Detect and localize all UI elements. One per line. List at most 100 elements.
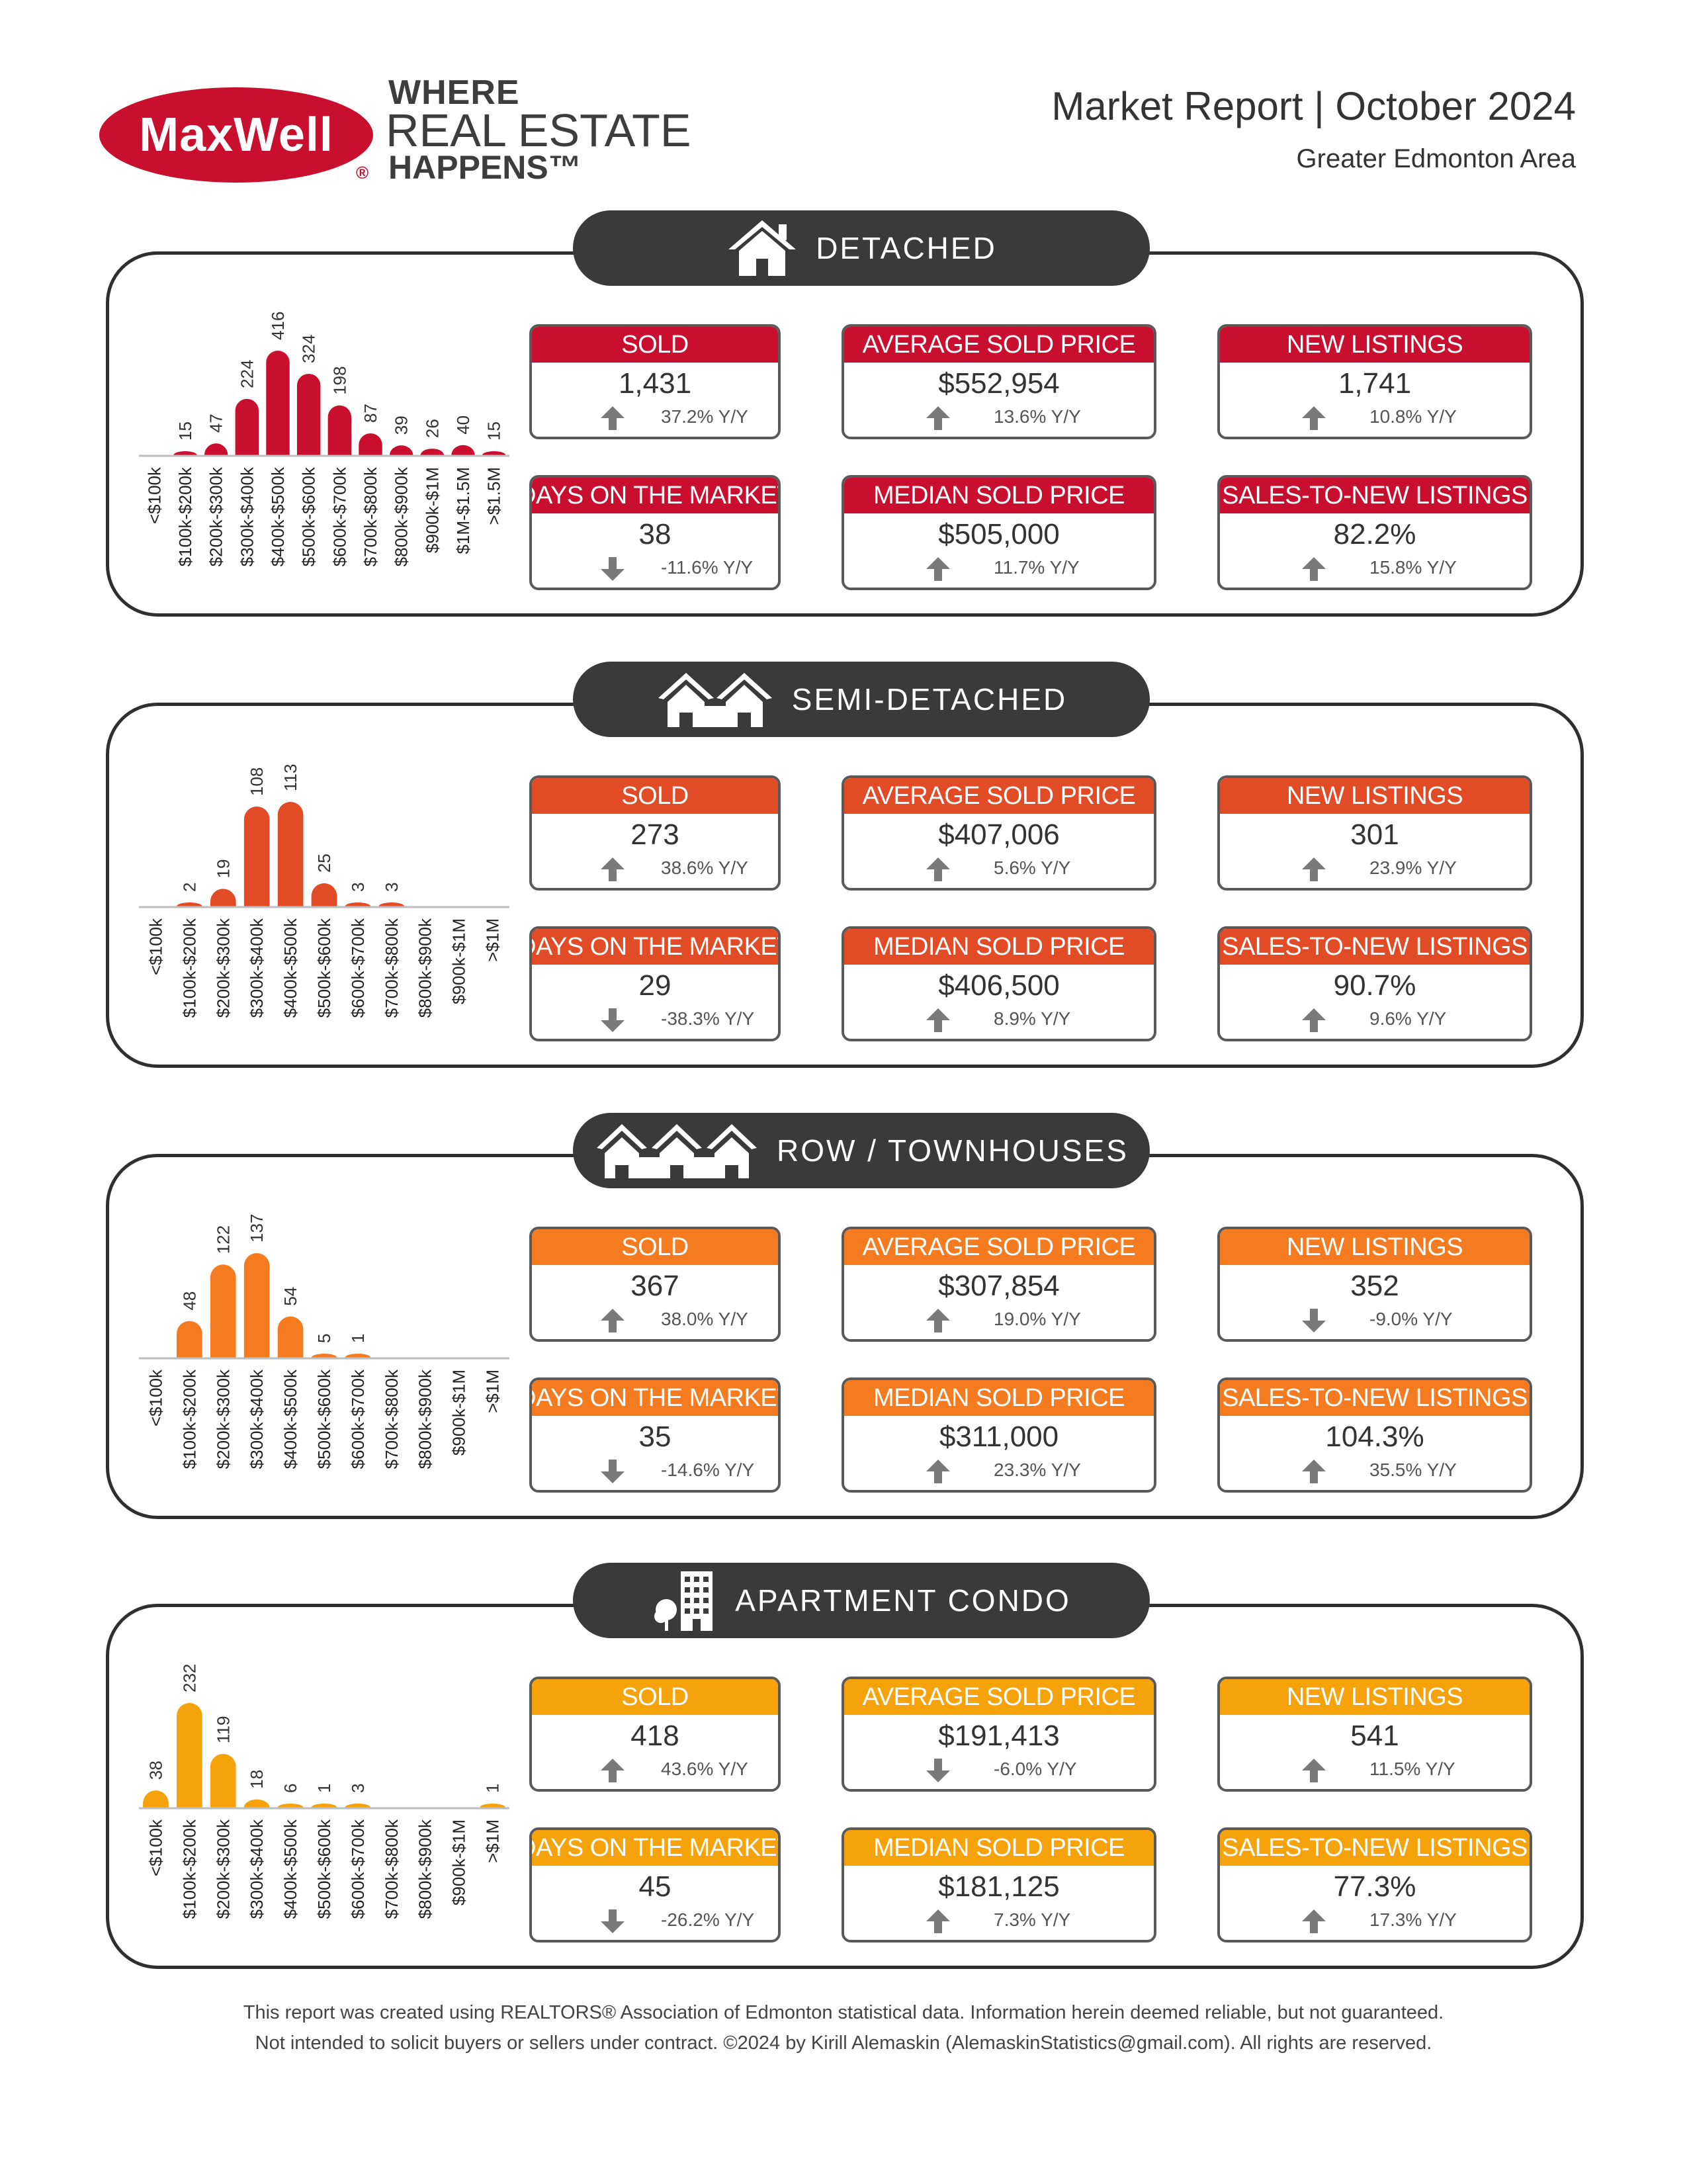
stat-card-new-listings: NEW LISTINGS 352 -9.0% Y/Y — [1217, 1227, 1532, 1342]
chart-bar — [345, 1354, 371, 1358]
chart-bar — [311, 883, 337, 906]
chart-data-label: 416 — [268, 312, 288, 340]
stat-card-change: -38.3% Y/Y — [532, 1003, 778, 1035]
arrow-up-icon — [1299, 1908, 1328, 1935]
chart-bar — [143, 1790, 169, 1808]
stat-card-avg-price: AVERAGE SOLD PRICE $307,854 19.0% Y/Y — [842, 1227, 1156, 1342]
chart-bar — [277, 1804, 304, 1808]
chart-data-label: 5 — [314, 1334, 334, 1343]
chart-tick-label: $300k-$400k — [237, 466, 257, 566]
chart-tick-label: <$100k — [146, 918, 165, 975]
chart-tick-label: >$1M — [483, 1370, 503, 1413]
stat-card-value: 38 — [638, 518, 671, 550]
chart-tick-label: >$1M — [483, 1819, 503, 1863]
stat-card-value: 273 — [630, 818, 679, 851]
stat-card-median-price: MEDIAN SOLD PRICE $505,000 11.7% Y/Y — [842, 475, 1156, 590]
tagline-real-estate: REAL ESTATE — [386, 105, 691, 156]
chart-tick-label: $200k-$300k — [206, 466, 226, 566]
chart-data-label: 3 — [348, 883, 368, 892]
stat-card-change-text: -11.6% Y/Y — [661, 557, 754, 578]
chart-bar — [480, 1804, 505, 1808]
stat-card-change-text: 13.6% Y/Y — [994, 406, 1081, 427]
chart-tick-label: $400k-$500k — [268, 466, 288, 566]
section-title: SEMI-DETACHED — [791, 682, 1068, 717]
chart-data-label: 324 — [299, 335, 319, 363]
chart-tick-label: $100k-$200k — [179, 1819, 199, 1919]
stat-card-change: 7.3% Y/Y — [844, 1904, 1154, 1936]
chart-bar — [327, 405, 352, 455]
chart-tick-label: $800k-$900k — [392, 466, 411, 566]
stat-card-change: 17.3% Y/Y — [1220, 1904, 1530, 1936]
chart-data-label: 48 — [179, 1291, 199, 1311]
stat-card-change-text: 43.6% Y/Y — [661, 1759, 748, 1779]
stat-card-title: DAYS ON THE MARKET — [532, 478, 778, 513]
stat-card-title: SOLD — [532, 327, 778, 363]
chart-tick-label: $800k-$900k — [415, 1819, 435, 1919]
stat-card-value: 1,431 — [618, 367, 692, 400]
chart-bar — [210, 889, 236, 906]
chart-tick-label: $200k-$300k — [213, 1369, 233, 1469]
stat-card-value: $191,413 — [938, 1720, 1060, 1752]
chart-tick-label: <$100k — [146, 1819, 165, 1876]
chart-tick-label: $900k-$1M — [449, 1819, 469, 1905]
stat-card-dom: DAYS ON THE MARKET 29 -38.3% Y/Y — [529, 926, 781, 1041]
arrow-up-icon — [1299, 1757, 1328, 1784]
stat-card-change-text: 37.2% Y/Y — [661, 406, 748, 427]
stat-card-title: NEW LISTINGS — [1220, 327, 1530, 363]
chart-svg: <$100k 15 $100k-$200k 47 $200k-$300k 224 $300k… — [139, 312, 509, 566]
stat-card-value: $407,006 — [938, 818, 1060, 851]
chart-bar — [296, 373, 321, 455]
chart-tick-label: $300k-$400k — [247, 1819, 267, 1919]
chart-bar — [378, 902, 405, 906]
stat-card-title: NEW LISTINGS — [1220, 1229, 1530, 1265]
townhouse-icon — [594, 1120, 759, 1181]
stat-card-change-text: 15.8% Y/Y — [1369, 557, 1457, 578]
arrow-up-icon — [924, 556, 953, 582]
chart-data-label: 19 — [213, 859, 233, 879]
chart-data-label: 3 — [348, 1784, 368, 1793]
stat-card-change-text: 11.7% Y/Y — [994, 557, 1080, 578]
chart-bar — [420, 449, 445, 455]
chart-tick-label: $900k-$1M — [422, 467, 442, 553]
stat-card-title: NEW LISTINGS — [1220, 778, 1530, 814]
stat-card-value: 35 — [638, 1420, 671, 1453]
section-title: DETACHED — [816, 231, 997, 265]
arrow-down-icon — [598, 556, 627, 582]
chart-bar — [482, 451, 506, 455]
chart-svg: 38 <$100k 232 $100k-$200k 119 $200k-$300k 18 $3… — [139, 1664, 509, 1919]
stat-card-change-text: -38.3% Y/Y — [661, 1008, 755, 1029]
stat-card-new-listings: NEW LISTINGS 301 23.9% Y/Y — [1217, 775, 1532, 891]
stat-card-value: $311,000 — [939, 1420, 1059, 1453]
arrow-up-icon — [924, 1307, 953, 1334]
stat-card-change: 38.6% Y/Y — [532, 852, 778, 884]
stat-card-change: 19.0% Y/Y — [844, 1303, 1154, 1335]
arrow-up-icon — [924, 405, 953, 431]
stat-card-value: 29 — [638, 969, 671, 1002]
chart-bar — [359, 433, 382, 455]
chart-data-label: 15 — [175, 421, 195, 441]
arrow-up-icon — [598, 405, 627, 431]
stat-card-value: $552,954 — [938, 367, 1060, 400]
stat-card-value: 1,741 — [1338, 367, 1412, 400]
chart-tick-label: $400k-$500k — [281, 1369, 300, 1469]
stat-card-title: AVERAGE SOLD PRICE — [844, 778, 1154, 814]
chart-bar — [210, 1753, 236, 1808]
chart-tick-label: $700k-$800k — [382, 1819, 402, 1919]
stat-card-change-text: 5.6% Y/Y — [994, 857, 1071, 878]
stat-card-change: 23.3% Y/Y — [844, 1454, 1154, 1486]
stat-card-change: 10.8% Y/Y — [1220, 401, 1530, 433]
arrow-up-icon — [598, 856, 627, 883]
stat-card-value: $505,000 — [938, 518, 1060, 550]
stat-card-value: 418 — [630, 1720, 679, 1752]
stat-card-title: SALES-TO-NEW LISTINGS — [1220, 478, 1530, 513]
chart-data-label: 54 — [281, 1287, 300, 1306]
chart-bar — [311, 1804, 337, 1808]
section-header-detached: DETACHED — [573, 210, 1150, 286]
stat-card-change-text: 23.3% Y/Y — [994, 1460, 1081, 1480]
stat-card-title: DAYS ON THE MARKET — [532, 1830, 778, 1866]
chart-tick-label: $200k-$300k — [213, 1819, 233, 1919]
chart-data-label: 26 — [422, 419, 442, 438]
chart-tick-label: >$1.5M — [484, 467, 504, 525]
section-title: APARTMENT CONDO — [735, 1583, 1071, 1618]
chart-data-label: 39 — [392, 415, 411, 435]
